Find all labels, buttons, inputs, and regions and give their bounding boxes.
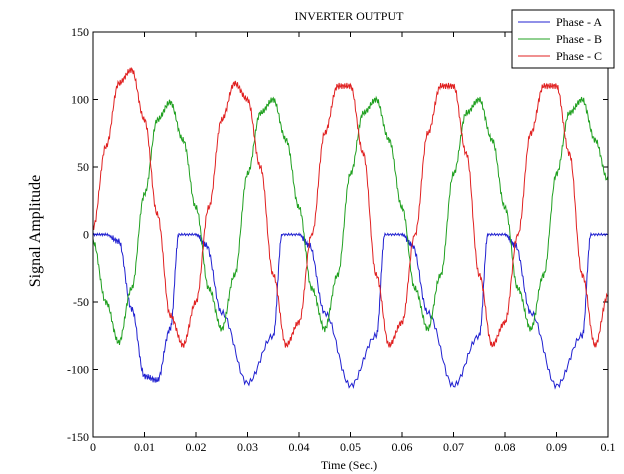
x-tick-label: 0 bbox=[90, 440, 96, 454]
y-tick-label: -50 bbox=[73, 295, 89, 309]
series-lines bbox=[92, 66, 609, 390]
y-axis-label: Signal Amplitude bbox=[27, 175, 44, 287]
y-tick-label: 50 bbox=[77, 160, 89, 174]
x-tick-label: 0.1 bbox=[601, 440, 616, 454]
x-tick-label: 0.08 bbox=[495, 440, 516, 454]
plot-frame bbox=[92, 31, 609, 438]
x-tick-label: 0.07 bbox=[443, 440, 464, 454]
legend-label: Phase - B bbox=[556, 32, 602, 46]
y-tick-label: 150 bbox=[71, 25, 89, 39]
y-tick-label: -100 bbox=[67, 363, 89, 377]
x-tick-label: 0.05 bbox=[340, 440, 361, 454]
x-tick-label: 0.06 bbox=[392, 440, 413, 454]
x-tick-label: 0.01 bbox=[134, 440, 155, 454]
y-tick-label: -150 bbox=[67, 430, 89, 444]
axis-tick-labels: 0 0.01 0.02 0.03 0.04 0.05 0.06 0.07 0.08 0.09 0.1… bbox=[67, 25, 616, 454]
x-axis-label: Time (Sec.) bbox=[321, 458, 377, 472]
series-line-3 bbox=[92, 66, 609, 349]
x-tick-label: 0.03 bbox=[237, 440, 258, 454]
chart-title: INVERTER OUTPUT bbox=[295, 9, 405, 23]
series-line-2 bbox=[92, 95, 609, 345]
x-tick-label: 0.04 bbox=[289, 440, 310, 454]
y-tick-label: 100 bbox=[71, 93, 89, 107]
x-tick-label: 0.02 bbox=[186, 440, 207, 454]
y-tick-label: 0 bbox=[83, 228, 89, 242]
legend-label: Phase - A bbox=[556, 15, 602, 29]
x-tick-label: 0.09 bbox=[546, 440, 567, 454]
legend: Phase - A Phase - B Phase - C bbox=[511, 9, 615, 69]
legend-label: Phase - C bbox=[556, 49, 602, 63]
